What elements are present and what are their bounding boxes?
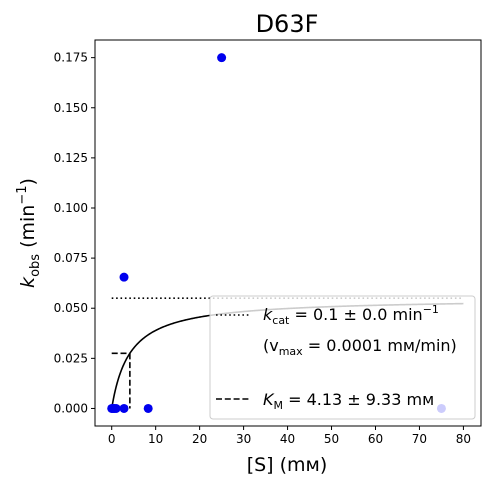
y-tick-label: 0.075 [54, 251, 88, 265]
x-tick-label: 0 [108, 432, 116, 446]
y-tick-label: 0.125 [54, 151, 88, 165]
data-point [143, 403, 153, 413]
y-tick-label: 0.100 [54, 201, 88, 215]
x-axis: 0 10 20 30 40 50 60 70 80 [108, 426, 471, 446]
y-tick-label: 0.150 [54, 101, 88, 115]
chart-title: D63F [256, 10, 319, 38]
data-point [111, 403, 121, 413]
x-tick-label: 10 [148, 432, 163, 446]
y-tick-label: 0.175 [54, 51, 88, 65]
data-point [119, 272, 129, 282]
legend-vmax-text: (vmax = 0.0001 mм/min) [263, 336, 457, 358]
x-tick-label: 20 [192, 432, 207, 446]
data-point [119, 403, 129, 413]
y-axis-label: kobs (min−1) [15, 178, 43, 288]
y-tick-label: 0.025 [54, 351, 88, 365]
y-axis: 0.000 0.025 0.050 0.075 0.100 0.125 0.150 0.175 [54, 51, 95, 415]
x-tick-label: 30 [236, 432, 251, 446]
y-tick-label: 0.050 [54, 301, 88, 315]
x-tick-label: 80 [456, 432, 471, 446]
legend-kcat-text: kcat = 0.1 ± 0.0 min−1 [263, 303, 439, 327]
data-point [217, 53, 227, 63]
x-axis-label: [S] (mм) [247, 454, 328, 476]
x-tick-label: 50 [324, 432, 339, 446]
legend: kcat = 0.1 ± 0.0 min−1 (vmax = 0.0001 mм… [209, 295, 476, 420]
x-tick-label: 40 [280, 432, 295, 446]
x-tick-label: 70 [412, 432, 427, 446]
legend-km-text: KM = 4.13 ± 9.33 mм [263, 390, 434, 412]
legend-box [209, 295, 476, 420]
x-tick-label: 60 [368, 432, 383, 446]
y-tick-label: 0.000 [54, 401, 88, 415]
